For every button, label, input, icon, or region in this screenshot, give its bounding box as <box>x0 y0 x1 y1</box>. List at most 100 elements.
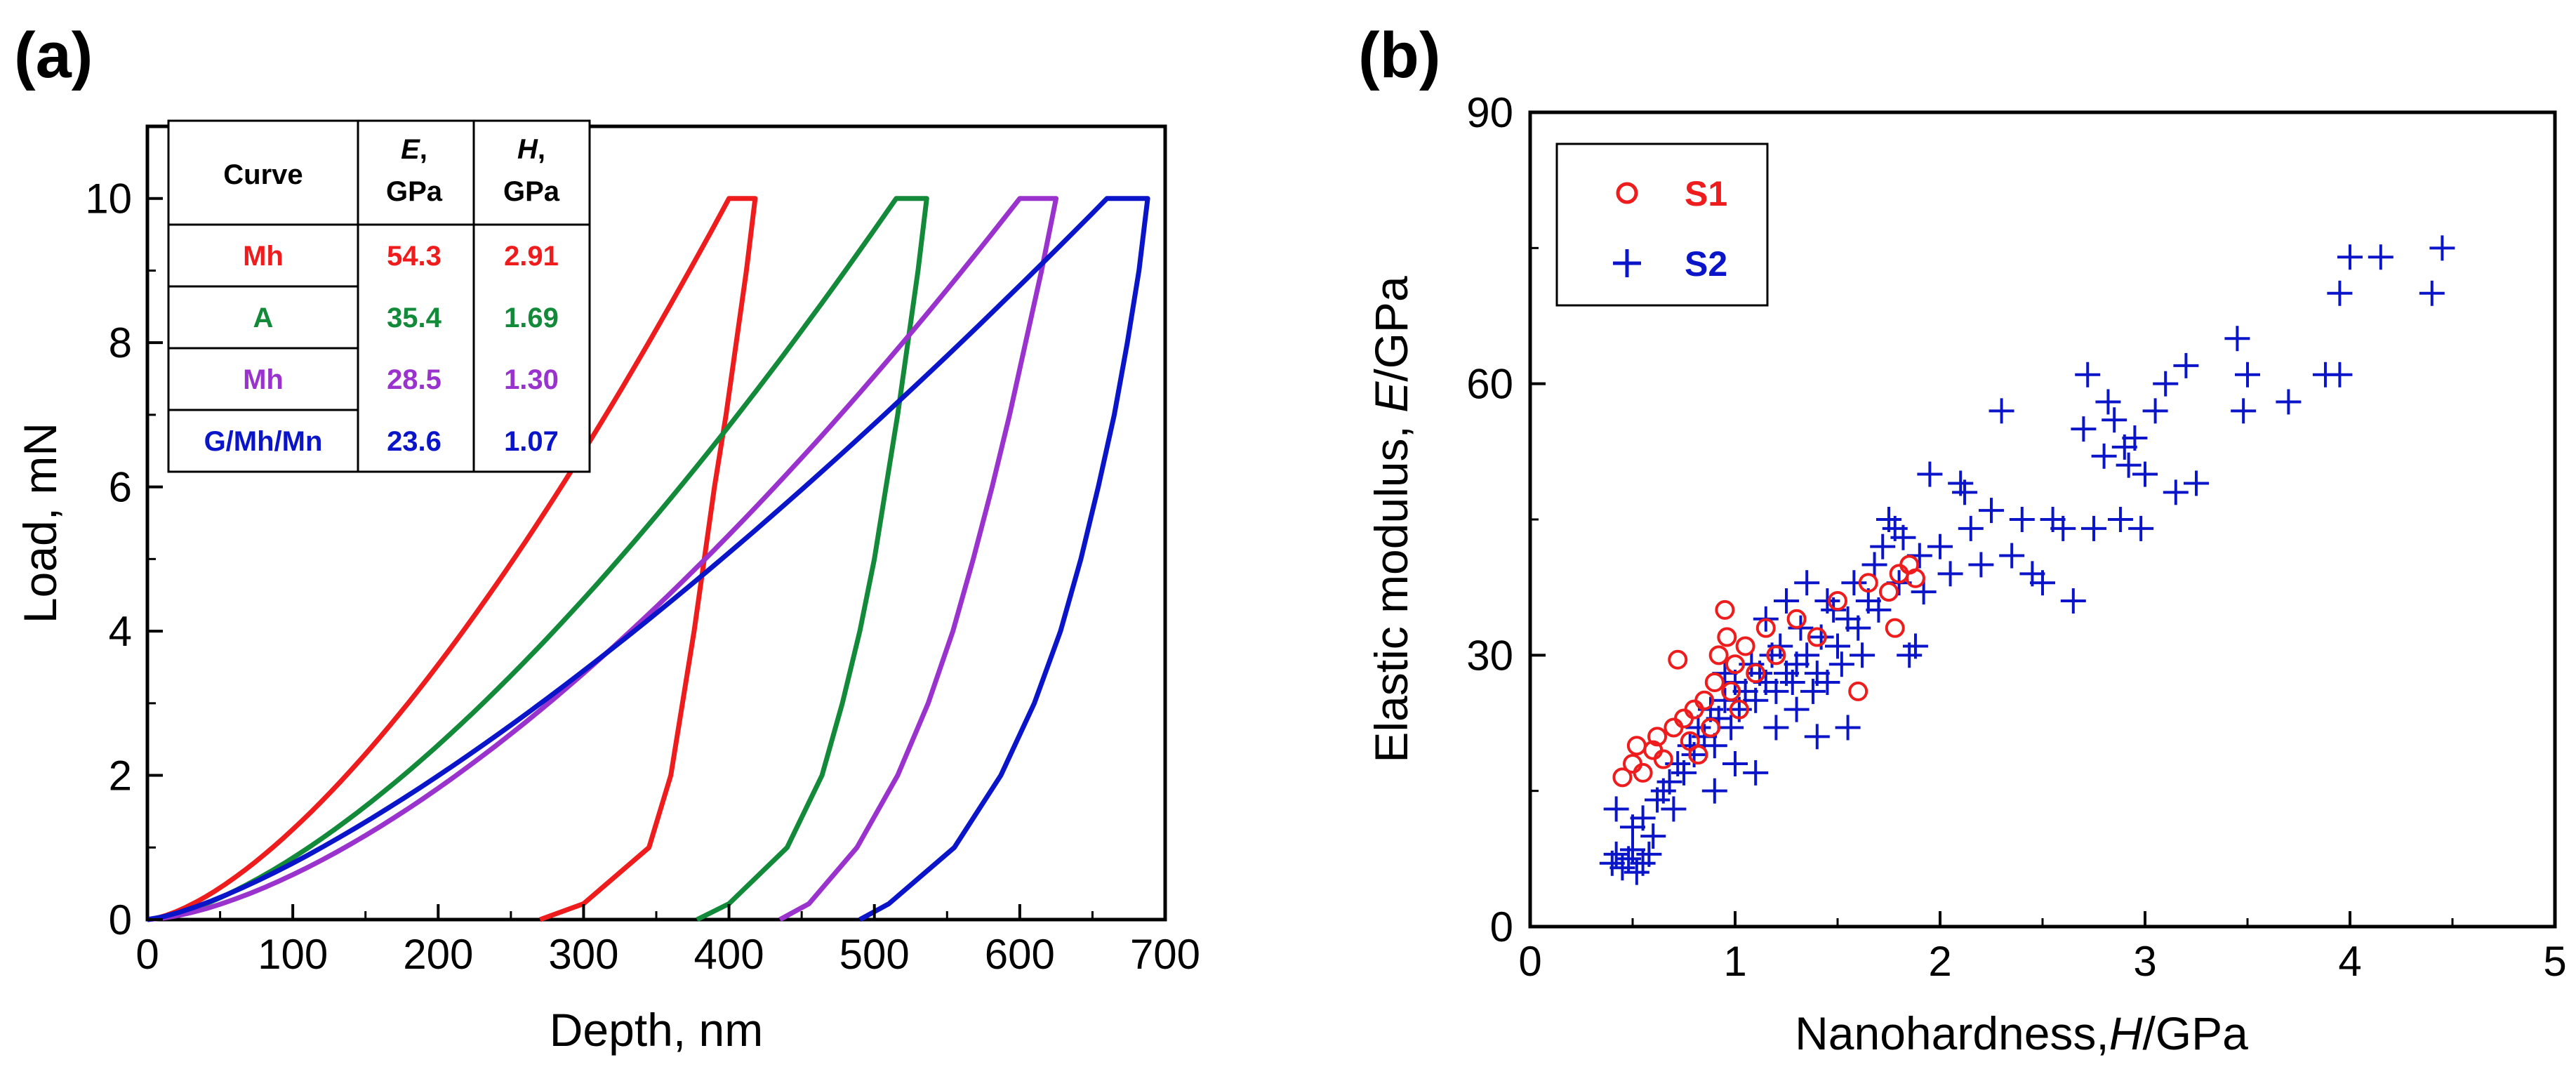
point-s2-105 <box>2337 244 2363 270</box>
point-s2-50 <box>1841 570 1867 596</box>
point-s1-19 <box>1721 681 1741 701</box>
chart-b-x-axis-title-prefix: Nanohardness, <box>1795 1007 2109 1059</box>
point-s2-106 <box>2368 244 2394 270</box>
point-s2-100 <box>2235 362 2260 387</box>
point-s1-20 <box>1725 654 1745 675</box>
chart-b-y-axis-title-var: E <box>1365 381 1417 413</box>
point-s1-22 <box>1735 636 1755 656</box>
point-s1-5 <box>1647 727 1668 747</box>
chart-b-legend: S1 S2 <box>1555 143 1769 307</box>
point-s1-17 <box>1715 599 1735 620</box>
chart-a-x-axis-title: Depth, nm <box>550 1004 763 1056</box>
point-s1-34 <box>1905 568 1925 588</box>
point-s2-75 <box>2009 507 2035 532</box>
point-s1-24 <box>1755 618 1776 638</box>
point-s2-38 <box>1779 670 1805 695</box>
point-s1-3 <box>1633 762 1653 783</box>
point-s2-42 <box>1800 678 1826 704</box>
point-s2-98 <box>2224 326 2250 352</box>
point-s2-95 <box>2163 479 2189 505</box>
table-cell-curve-row-2: A <box>253 303 274 333</box>
point-s1-18 <box>1717 627 1737 647</box>
point-s1-27 <box>1807 627 1827 647</box>
point-s1-23 <box>1746 663 1766 684</box>
point-s2-41 <box>1794 642 1820 668</box>
table-header-e-unit: GPa <box>386 176 443 207</box>
point-s1-13 <box>1694 690 1715 710</box>
chart-a-y-axis-title: Load, mN <box>14 423 66 623</box>
y-tick-label: 10 <box>85 175 132 223</box>
chart-b-y-axis-title: Elastic modulus, E/GPa <box>1365 276 1417 763</box>
chart-b: 0 1 2 3 4 5 0 30 60 90 Nanohardness,H/GPa Elastic… <box>1365 89 2567 1059</box>
point-s1-28 <box>1828 591 1847 611</box>
point-s2-81 <box>2071 416 2097 442</box>
table-cell-h-row-3: 1.30 <box>504 364 559 395</box>
point-s1-26 <box>1786 609 1807 629</box>
point-s1-25 <box>1766 645 1786 665</box>
table-cell-h-row-1: 2.91 <box>504 241 559 272</box>
legend-s2-label: S2 <box>1685 244 1727 284</box>
y-tick-label: 4 <box>109 608 132 655</box>
point-s2-99 <box>2231 398 2257 424</box>
point-s2-8 <box>1603 796 1629 822</box>
table-header-h-unit: GPa <box>503 176 560 207</box>
point-s2-89 <box>2116 452 2142 478</box>
point-s2-69 <box>1952 479 1978 505</box>
legend-s1-marker <box>1616 182 1638 204</box>
point-s2-45 <box>1814 670 1840 695</box>
y-tick-label: 90 <box>1466 89 1513 136</box>
point-s2-67 <box>1937 561 1963 587</box>
chart-a-curves <box>147 196 1150 922</box>
point-s2-31 <box>1743 687 1769 713</box>
point-s2-94 <box>2153 371 2179 397</box>
point-s2-4 <box>1620 837 1645 863</box>
point-s2-111 <box>1763 715 1789 741</box>
chart-b-y-axis-title-unit: /GPa <box>1365 276 1417 382</box>
y-tick-label: 8 <box>109 319 132 366</box>
point-s2-62 <box>1902 633 1928 659</box>
table-cell-e-row-3: 28.5 <box>387 364 441 395</box>
point-s2-116 <box>1814 588 1840 614</box>
chart-b-x-axis-title-var: H <box>2109 1007 2143 1059</box>
point-s1-29 <box>1848 681 1868 701</box>
point-s1-0 <box>1612 767 1633 788</box>
point-s2-56 <box>1870 534 1896 559</box>
table-cell-e-row-2: 35.4 <box>387 303 442 333</box>
point-s2-96 <box>2173 352 2199 378</box>
point-s1-1 <box>1623 754 1642 774</box>
point-s2-1 <box>1603 841 1629 867</box>
point-s2-107 <box>2419 280 2445 306</box>
point-s2-109 <box>1722 751 1748 776</box>
point-s2-115 <box>1794 570 1820 596</box>
point-s2-51 <box>1845 615 1871 641</box>
y-tick-label: 6 <box>109 464 132 511</box>
point-s1-16 <box>1708 645 1729 665</box>
point-s2-35 <box>1763 678 1789 704</box>
table-header-h-var: H <box>517 134 538 165</box>
point-s2-11 <box>1640 823 1666 849</box>
point-s2-84 <box>2091 443 2117 469</box>
point-s2-104 <box>2327 280 2353 306</box>
point-s2-92 <box>2132 461 2158 487</box>
point-s2-86 <box>2102 407 2127 433</box>
point-s2-80 <box>2060 588 2086 614</box>
x-tick-label: 200 <box>403 931 473 978</box>
point-s2-118 <box>1774 588 1799 614</box>
point-s1-30 <box>1858 573 1878 593</box>
legend-s1-label: S1 <box>1685 174 1727 213</box>
point-s1-6 <box>1653 749 1673 769</box>
point-s1-21 <box>1729 699 1749 720</box>
point-s1-7 <box>1664 717 1684 738</box>
point-s2-40 <box>1788 615 1814 641</box>
table-header-e-var: E <box>401 134 420 165</box>
table-cell-e-row-4: 23.6 <box>387 426 441 457</box>
curve-a-1 <box>147 196 929 922</box>
point-s2-47 <box>1825 633 1850 659</box>
point-s1-15 <box>1704 672 1725 692</box>
x-tick-label: 3 <box>2133 938 2156 985</box>
curve-mh-0 <box>147 196 758 922</box>
table-header-curve: Curve <box>223 159 303 190</box>
point-s2-82 <box>2075 362 2101 387</box>
